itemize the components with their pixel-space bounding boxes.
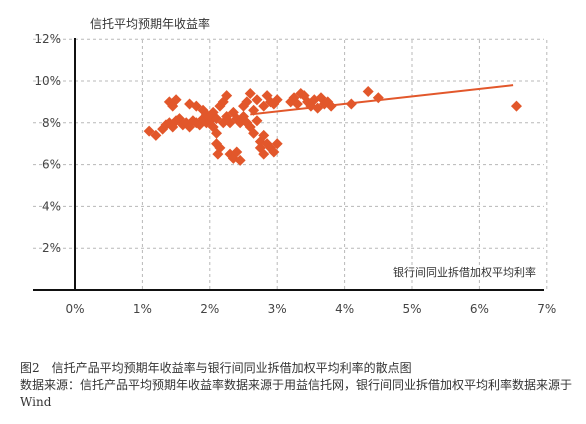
axes — [33, 38, 544, 291]
x-tick-label: 4% — [335, 302, 354, 316]
data-point — [271, 94, 283, 106]
data-point — [372, 92, 384, 104]
x-tick-labels: 0% 1% 2% 3% 4% 5% 6% 7% — [65, 302, 556, 316]
figure-caption: 图2 信托产品平均预期年收益率与银行间同业拆借加权平均利率的散点图 — [20, 361, 412, 375]
x-tick-label: 2% — [200, 302, 219, 316]
data-point — [248, 127, 260, 139]
y-axis-title: 信托平均预期年收益率 — [90, 16, 210, 31]
data-point — [248, 104, 260, 116]
y-tick-labels: 2% 4% 6% 8% 10% 12% — [34, 32, 61, 255]
data-point — [231, 146, 243, 158]
data-points — [143, 85, 522, 166]
x-tick-label: 3% — [268, 302, 287, 316]
y-tick-label: 10% — [34, 74, 61, 88]
y-tick-label: 6% — [42, 158, 61, 172]
data-point — [234, 154, 246, 166]
data-point — [251, 115, 263, 127]
data-point — [258, 129, 270, 141]
data-point — [214, 142, 226, 154]
data-point — [258, 148, 270, 160]
x-tick-label: 0% — [65, 302, 84, 316]
source-note: 数据来源：信托产品平均预期年收益率数据来源于用益信托网，银行间同业拆借加权平均利… — [20, 378, 573, 409]
scatter-chart: 信托平均预期年收益率 2% 4% 6% 8% 10% 12% 0% 1% 2% 3% 4% 5% 6%… — [33, 16, 556, 316]
data-point — [325, 100, 337, 112]
x-axis-title: 银行间同业拆借加权平均利率 — [393, 265, 536, 279]
grid — [33, 38, 548, 290]
y-tick-label: 8% — [42, 116, 61, 130]
data-point — [362, 85, 374, 97]
data-point — [244, 88, 256, 100]
x-tick-label: 7% — [537, 302, 556, 316]
data-point — [211, 127, 223, 139]
data-point — [271, 138, 283, 150]
data-point — [251, 94, 263, 106]
x-tick-label: 1% — [133, 302, 152, 316]
y-tick-label: 2% — [42, 241, 61, 255]
data-point — [157, 123, 169, 135]
y-tick-label: 12% — [34, 32, 61, 46]
data-point — [268, 146, 280, 158]
data-point — [170, 94, 182, 106]
x-tick-label: 6% — [470, 302, 489, 316]
data-point — [510, 100, 522, 112]
y-tick-label: 4% — [42, 199, 61, 213]
data-point — [345, 98, 357, 110]
x-tick-label: 5% — [402, 302, 421, 316]
data-point — [291, 98, 303, 110]
data-point — [150, 129, 162, 141]
data-point — [221, 90, 233, 102]
data-point — [241, 96, 253, 108]
